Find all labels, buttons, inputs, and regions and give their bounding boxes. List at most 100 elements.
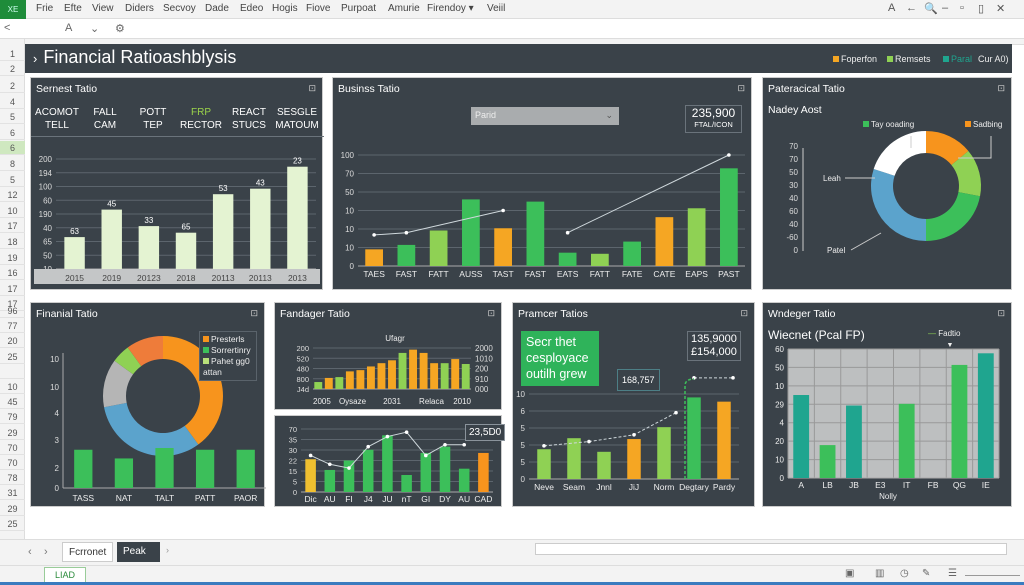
ratio-column-line: SESGLE [276,107,318,118]
search-icon[interactable]: 🔍 [924,3,938,15]
menu-item[interactable]: Dade [205,3,229,14]
prev-sheet-button[interactable]: ‹ [28,546,32,558]
sheet-tab-active[interactable]: Peak [117,542,160,562]
panel-menu-icon[interactable]: ⊡ [740,308,748,318]
bar [420,452,432,492]
x-axis-label: Nolly [879,492,897,501]
share-icon[interactable]: ▯ [978,3,985,15]
panel-menu-icon[interactable]: ⊡ [487,308,495,318]
row-header: 31 [0,486,25,501]
x-tick-label: JU [382,494,392,504]
formula-bar: < A ⌄ ⚙ [0,19,1024,39]
y-tick-label: 4 [780,419,785,428]
menu-item[interactable]: Edeo [240,3,264,14]
accessibility-icon[interactable]: A [888,2,896,14]
period-dropdown[interactable]: Parid ⌄ [471,107,619,125]
menu-item[interactable]: View [92,3,114,14]
zoom-icon[interactable]: ☰ [948,568,957,579]
line-point [674,410,678,415]
chevron-down-icon[interactable]: ⌄ [90,23,100,35]
y-tick-label: 22 [289,457,297,466]
bar [365,249,383,266]
y-tick-label: 70 [789,155,798,164]
panel-menu-icon[interactable]: ⊡ [997,308,1005,318]
app-icon[interactable]: XE [0,0,26,19]
y-tick-label: 10 [775,382,784,391]
row-header: 17 [0,282,25,296]
data-label: 23 [293,157,302,166]
panel-menu-icon[interactable]: ⊡ [737,83,745,93]
row-header: 8 [0,157,25,171]
layout-view-icon[interactable]: ▥ [875,568,885,579]
row-header: 29 [0,502,25,516]
panel-wndeger-ratio: Wndeger Tatio ⊡ Wiecnet (Pcal FP) — Fadt… [762,302,1012,507]
menu-item[interactable]: Veiil [487,3,506,14]
panel-menu-icon[interactable]: ⊡ [997,83,1005,93]
close-icon[interactable]: ✕ [996,3,1006,15]
menu-item[interactable]: Purpoat [341,3,377,14]
data-label: 43 [256,179,265,188]
x-tick-label: 20123 [137,273,161,283]
bar [356,370,365,389]
menu-item[interactable]: Frie [36,3,54,14]
add-sheet-button[interactable]: › [166,545,169,555]
x-tick-label: 2013 [288,273,307,283]
line-swatch-icon: — [928,329,939,338]
panel-title: Pateracical Tatio [768,83,845,95]
horizontal-scrollbar[interactable] [535,543,1007,555]
x-tick-label: E3 [875,480,886,490]
panel-title: Pramcer Tatios [518,308,588,320]
donut-slice [104,402,199,456]
y2-tick-label: 1010 [475,354,493,363]
panel-title: Fandager Tatio [280,308,350,320]
panel-menu-icon[interactable]: ⊡ [250,308,258,318]
bar [377,363,386,389]
kpi-box: 235,900 FTAL/ICON [685,105,742,133]
bar [819,445,836,478]
menu-item[interactable]: Diders [125,3,154,14]
x-tick-label: LB [822,480,833,490]
back-icon[interactable]: ← [906,2,917,14]
menu-item[interactable]: Amurie [388,3,420,14]
x-tick-label: 20113 [212,273,235,283]
menu-item[interactable]: Efte [64,3,82,14]
donut-slice [871,169,926,241]
y-tick-label: 10 [345,207,354,216]
sheet-tab[interactable]: Fcrronet [62,542,114,562]
panel-menu-icon[interactable]: ⊡ [308,83,316,93]
menu-item[interactable]: Firendoy ▾ [427,3,474,14]
name-box[interactable]: < [4,22,11,34]
line-point [347,466,351,470]
x-tick-label: PAST [718,269,740,279]
line-point [587,439,591,444]
pateracical-donut-chart: 0 -60 40 60 40 30 50 70 70 Tay ooading Sadbing Leah… [786,120,1002,255]
font-icon[interactable]: A [65,22,73,34]
restore-icon[interactable]: ▫ [960,2,964,14]
x-tick-label: JiJ [629,482,639,492]
y-tick-label: 10 [775,456,784,465]
bar [343,460,355,492]
x-tick-label: TAST [493,269,514,279]
pen-icon[interactable]: ✎ [922,568,931,579]
minimize-icon[interactable]: – [942,2,949,14]
line-point [385,434,390,439]
menu-item[interactable]: Hogis [272,3,298,14]
row-header: 10 [0,380,25,394]
clock-icon[interactable]: ◷ [900,568,909,579]
function-icon[interactable]: ⚙ [115,23,125,35]
callout-big: 135,9000 £154,000 [687,331,741,361]
row-header: 16 [0,266,25,281]
divider [31,136,324,137]
zoom-slider[interactable] [965,575,1020,576]
menu-item[interactable]: Fiove [306,3,331,14]
line-point [372,233,376,237]
page-view-icon[interactable]: ▣ [845,568,855,579]
next-sheet-button[interactable]: › [44,546,48,558]
menu-item[interactable]: Secvoy [163,3,196,14]
bar [591,253,609,266]
legend-label: Fadtio [938,329,961,338]
chevron-right-icon[interactable]: › [33,51,38,66]
y-tick-label: 480 [296,365,309,374]
x-tick-label: TAES [363,269,385,279]
